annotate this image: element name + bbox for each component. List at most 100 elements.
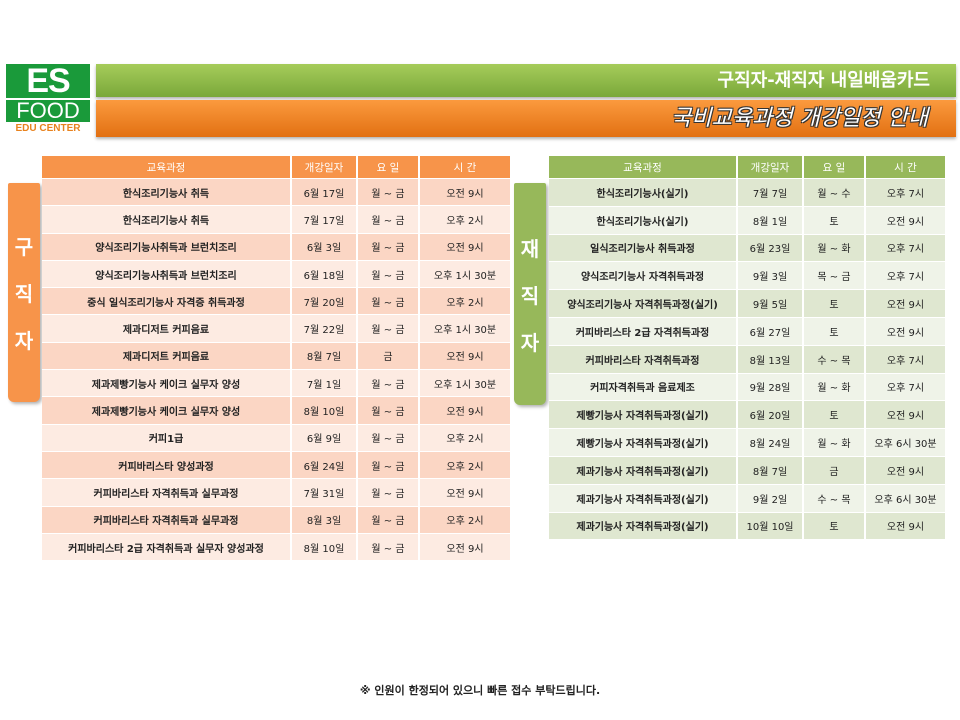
course-cell: 커피바리스타 2급 자격취득과 실무자 양성과정 <box>42 532 292 561</box>
course-cell: 제과제빵기능사 케이크 실무자 양성 <box>42 396 292 424</box>
start-date-cell: 9월 5일 <box>738 289 804 317</box>
time-cell: 오전 9시 <box>866 316 947 345</box>
course-cell: 한식조리기능사(실기) <box>549 178 738 206</box>
days-cell: 월 ~ 수 <box>804 178 866 206</box>
start-date-cell: 8월 13일 <box>738 344 804 373</box>
table-row: 양식조리기능사취득과 브런치조리 6월 18일 월 ~ 금 오후 1시 30분 <box>42 259 512 288</box>
course-cell: 중식 일식조리기능사 자격증 취득과정 <box>42 287 292 315</box>
start-date-cell: 9월 28일 <box>738 372 804 401</box>
col-course: 교육과정 <box>549 156 738 178</box>
start-date-cell: 8월 7일 <box>738 455 804 484</box>
course-cell: 커피바리스타 자격취득과 실무과정 <box>42 505 292 533</box>
days-cell: 토 <box>804 316 866 345</box>
start-date-cell: 8월 24일 <box>738 428 804 456</box>
table-row: 커피바리스타 2급 자격취득과 실무자 양성과정 8월 10일 월 ~ 금 오전 9시 <box>42 532 512 561</box>
course-cell: 양식조리기능사 자격취득과정(실기) <box>549 289 738 317</box>
table-row: 커피1급 6월 9일 월 ~ 금 오후 2시 <box>42 423 512 451</box>
days-cell: 금 <box>358 341 420 370</box>
table-row: 제과디저트 커피음료 8월 7일 금 오전 9시 <box>42 341 512 370</box>
course-cell: 제과디저트 커피음료 <box>42 341 292 370</box>
time-cell: 오후 2시 <box>420 205 512 233</box>
time-cell: 오후 7시 <box>866 233 947 262</box>
logo-edu-center: EDU CENTER <box>15 123 81 134</box>
time-cell: 오전 9시 <box>420 232 512 260</box>
start-date-cell: 7월 20일 <box>292 287 358 315</box>
employee-label: 재 직 자 <box>514 183 546 405</box>
logo-food: FOOD <box>6 100 90 122</box>
days-cell: 월 ~ 금 <box>358 369 420 397</box>
course-cell: 양식조리기능사 자격취득과정 <box>549 261 738 290</box>
start-date-cell: 7월 7일 <box>738 178 804 206</box>
col-start-date: 개강일자 <box>292 156 358 178</box>
table-header: 교육과정 개강일자 요 일 시 간 <box>42 156 512 178</box>
start-date-cell: 6월 20일 <box>738 400 804 429</box>
time-cell: 오전 9시 <box>866 511 947 540</box>
time-cell: 오후 7시 <box>866 178 947 206</box>
days-cell: 월 ~ 금 <box>358 423 420 451</box>
start-date-cell: 6월 27일 <box>738 316 804 345</box>
days-cell: 월 ~ 화 <box>804 372 866 401</box>
table-row: 제과기능사 자격취득과정(실기) 10월 10일 토 오전 9시 <box>549 511 947 540</box>
time-cell: 오전 9시 <box>420 178 512 206</box>
table-row: 일식조리기능사 취득과정 6월 23일 월 ~ 화 오후 7시 <box>549 233 947 262</box>
start-date-cell: 9월 2일 <box>738 483 804 512</box>
days-cell: 수 ~ 목 <box>804 483 866 512</box>
table-row: 한식조리기능사(실기) 8월 1일 토 오전 9시 <box>549 205 947 234</box>
table-row: 제과기능사 자격취득과정(실기) 8월 7일 금 오전 9시 <box>549 455 947 484</box>
start-date-cell: 8월 10일 <box>292 532 358 561</box>
course-cell: 제빵기능사 자격취득과정(실기) <box>549 400 738 429</box>
time-cell: 오후 2시 <box>420 287 512 315</box>
days-cell: 토 <box>804 289 866 317</box>
start-date-cell: 7월 31일 <box>292 478 358 506</box>
days-cell: 토 <box>804 511 866 540</box>
start-date-cell: 6월 18일 <box>292 259 358 288</box>
label-char: 자 <box>14 329 34 353</box>
days-cell: 토 <box>804 400 866 429</box>
table-row: 커피바리스타 2급 자격취득과정 6월 27일 토 오전 9시 <box>549 316 947 345</box>
col-start-date: 개강일자 <box>738 156 804 178</box>
label-char: 직 <box>14 282 34 306</box>
start-date-cell: 8월 7일 <box>292 341 358 370</box>
start-date-cell: 6월 24일 <box>292 450 358 479</box>
start-date-cell: 7월 17일 <box>292 205 358 233</box>
start-date-cell: 8월 1일 <box>738 205 804 234</box>
logo-es: ES <box>6 64 90 98</box>
course-cell: 커피1급 <box>42 423 292 451</box>
course-cell: 제과제빵기능사 케이크 실무자 양성 <box>42 369 292 397</box>
days-cell: 월 ~ 금 <box>358 505 420 533</box>
table-row: 양식조리기능사 자격취득과정 9월 3일 목 ~ 금 오후 7시 <box>549 261 947 290</box>
course-cell: 제빵기능사 자격취득과정(실기) <box>549 428 738 456</box>
job-seeker-label: 구 직 자 <box>8 183 40 402</box>
start-date-cell: 7월 22일 <box>292 314 358 342</box>
course-cell: 한식조리기능사 취득 <box>42 205 292 233</box>
days-cell: 수 ~ 목 <box>804 344 866 373</box>
time-cell: 오후 2시 <box>420 423 512 451</box>
start-date-cell: 6월 9일 <box>292 423 358 451</box>
label-char: 자 <box>520 330 540 355</box>
table-header: 교육과정 개강일자 요 일 시 간 <box>549 156 947 178</box>
table-row: 커피자격취득과 음료제조 9월 28일 월 ~ 화 오후 7시 <box>549 372 947 401</box>
days-cell: 월 ~ 화 <box>804 428 866 456</box>
col-days: 요 일 <box>804 156 866 178</box>
course-cell: 한식조리기능사 취득 <box>42 178 292 206</box>
time-cell: 오후 1시 30분 <box>420 259 512 288</box>
time-cell: 오전 9시 <box>420 478 512 506</box>
time-cell: 오후 1시 30분 <box>420 314 512 342</box>
table-row: 한식조리기능사 취득 6월 17일 월 ~ 금 오전 9시 <box>42 178 512 206</box>
time-cell: 오전 9시 <box>866 400 947 429</box>
col-time: 시 간 <box>866 156 947 178</box>
course-cell: 양식조리기능사취득과 브런치조리 <box>42 259 292 288</box>
header-title: 구직자-재직자 내일배움카드 <box>96 64 956 97</box>
time-cell: 오전 9시 <box>866 289 947 317</box>
days-cell: 월 ~ 금 <box>358 532 420 561</box>
table-row: 양식조리기능사취득과 브런치조리 6월 3일 월 ~ 금 오전 9시 <box>42 232 512 260</box>
time-cell: 오전 9시 <box>866 205 947 234</box>
course-cell: 양식조리기능사취득과 브런치조리 <box>42 232 292 260</box>
time-cell: 오후 1시 30분 <box>420 369 512 397</box>
table-row: 중식 일식조리기능사 자격증 취득과정 7월 20일 월 ~ 금 오후 2시 <box>42 287 512 315</box>
table-row: 한식조리기능사(실기) 7월 7일 월 ~ 수 오후 7시 <box>549 178 947 206</box>
es-food-logo: ES FOOD EDU CENTER <box>4 64 92 136</box>
table-row: 한식조리기능사 취득 7월 17일 월 ~ 금 오후 2시 <box>42 205 512 233</box>
col-time: 시 간 <box>420 156 512 178</box>
